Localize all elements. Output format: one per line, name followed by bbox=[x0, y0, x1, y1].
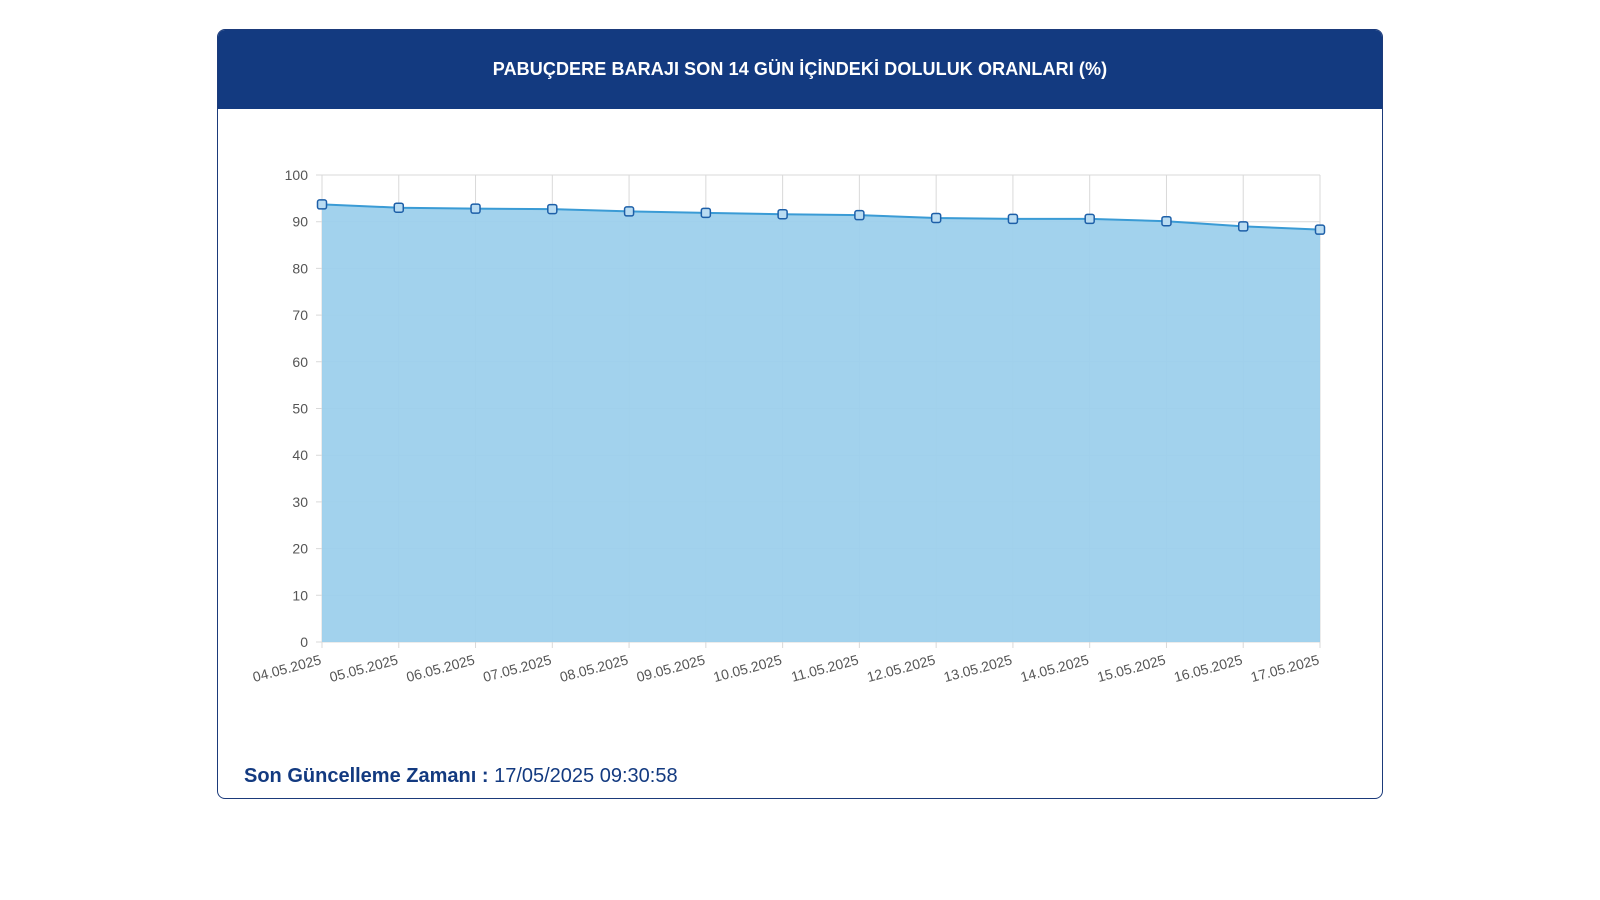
chart-card: PABUÇDERE BARAJI SON 14 GÜN İÇİNDEKİ DOL… bbox=[217, 29, 1383, 799]
data-point[interactable] bbox=[1161, 215, 1172, 227]
data-point[interactable] bbox=[623, 206, 635, 217]
y-axis-ticks: 0 10 20 30 40 50 60 70 80 90 100 bbox=[285, 167, 309, 650]
x-tick-label: 06.05.2025 bbox=[404, 651, 476, 685]
y-tick-label: 20 bbox=[292, 541, 308, 557]
x-tick-label: 11.05.2025 bbox=[789, 651, 860, 684]
y-tick-label: 10 bbox=[292, 587, 308, 603]
x-tick-label: 04.05.2025 bbox=[251, 651, 323, 685]
x-tick-label: 16.05.2025 bbox=[1172, 651, 1244, 685]
y-tick-label: 70 bbox=[292, 307, 308, 323]
series-area-fill bbox=[322, 204, 1320, 642]
y-tick-label: 40 bbox=[292, 447, 308, 463]
x-tick-label: 10.05.2025 bbox=[712, 651, 784, 685]
data-point[interactable] bbox=[854, 209, 865, 221]
data-point[interactable] bbox=[1084, 213, 1095, 225]
y-tick-label: 30 bbox=[292, 494, 308, 510]
data-point[interactable] bbox=[393, 202, 405, 213]
x-tick-label: 07.05.2025 bbox=[481, 651, 553, 685]
x-tick-label: 17.05.2025 bbox=[1249, 651, 1321, 685]
data-point[interactable] bbox=[547, 203, 558, 215]
y-tick-label: 60 bbox=[292, 354, 308, 370]
card-header: PABUÇDERE BARAJI SON 14 GÜN İÇİNDEKİ DOL… bbox=[218, 30, 1382, 109]
chart-title: PABUÇDERE BARAJI SON 14 GÜN İÇİNDEKİ DOL… bbox=[492, 59, 1108, 79]
area-layer bbox=[321, 203, 1321, 642]
data-point[interactable] bbox=[1314, 224, 1326, 235]
chart-area: 0 10 20 30 40 50 60 70 80 90 100 04.05.2025 05.05.2… bbox=[218, 109, 1382, 729]
series-line bbox=[321, 203, 1321, 231]
data-markers bbox=[316, 199, 1326, 235]
data-point[interactable] bbox=[777, 208, 788, 220]
x-tick-label: 08.05.2025 bbox=[558, 651, 630, 685]
x-tick-label: 14.05.2025 bbox=[1019, 651, 1091, 685]
data-point[interactable] bbox=[930, 212, 942, 224]
data-point[interactable] bbox=[470, 203, 481, 214]
y-tick-label: 100 bbox=[285, 167, 309, 183]
fill-rate-chart: 0 10 20 30 40 50 60 70 80 90 100 04.05.2025 05.05.2… bbox=[251, 167, 1326, 685]
last-update-label: Son Güncelleme Zamanı : bbox=[244, 765, 489, 787]
data-point[interactable] bbox=[316, 199, 328, 210]
x-axis-ticks: 04.05.2025 05.05.2025 06.05.2025 07.05.2025… bbox=[251, 651, 1321, 685]
y-tick-label: 0 bbox=[300, 634, 308, 650]
data-point[interactable] bbox=[700, 207, 712, 219]
data-point[interactable] bbox=[1237, 221, 1249, 232]
y-tick-label: 80 bbox=[292, 260, 308, 276]
last-update: Son Güncelleme Zamanı : 17/05/2025 09:30… bbox=[244, 765, 678, 788]
y-tick-label: 90 bbox=[292, 214, 308, 230]
y-tick-label: 50 bbox=[292, 401, 308, 417]
x-tick-label: 05.05.2025 bbox=[328, 651, 400, 685]
last-update-value: 17/05/2025 09:30:58 bbox=[494, 765, 678, 787]
data-point[interactable] bbox=[1007, 213, 1019, 225]
x-tick-label: 09.05.2025 bbox=[635, 651, 707, 685]
x-tick-label: 13.05.2025 bbox=[942, 651, 1014, 685]
x-tick-label: 15.05.2025 bbox=[1095, 651, 1167, 685]
x-tick-label: 12.05.2025 bbox=[865, 651, 937, 685]
